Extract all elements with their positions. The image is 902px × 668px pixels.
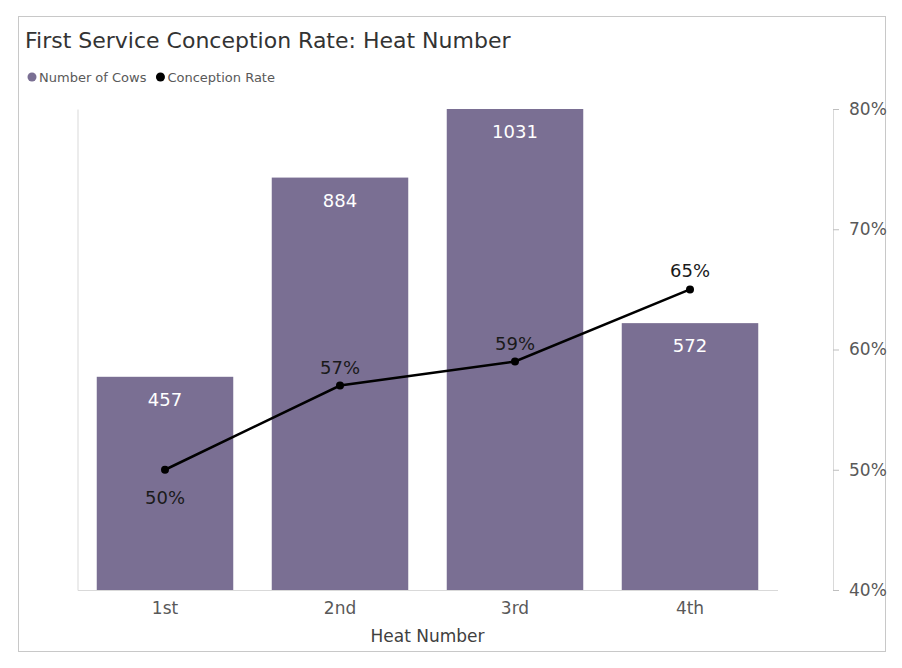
tick: 60%: [833, 339, 887, 359]
tick-label: 1st: [152, 598, 179, 618]
tick-mark: [833, 109, 839, 110]
tick: 4th: [676, 598, 704, 618]
tick: 50%: [833, 460, 887, 480]
tick-mark: [833, 229, 839, 230]
tick-label: 70%: [849, 219, 887, 239]
bar: [622, 323, 759, 590]
data-label: 59%: [495, 333, 535, 354]
tick: 70%: [833, 219, 887, 239]
legend: Number of Cows Conception Rate: [28, 70, 275, 85]
chart-frame: [19, 17, 886, 652]
legend-marker: [28, 73, 37, 82]
bar: [272, 178, 409, 590]
tick-label: 40%: [849, 580, 887, 600]
legend-marker: [156, 73, 165, 82]
tick-label: 80%: [849, 99, 887, 119]
marker: [511, 358, 519, 366]
data-label: 884: [323, 190, 357, 211]
legend-label: Number of Cows: [39, 70, 147, 85]
tick-label: 60%: [849, 339, 887, 359]
bar: [447, 109, 584, 590]
data-label: 57%: [320, 357, 360, 378]
legend-label: Conception Rate: [167, 70, 275, 85]
marker: [161, 466, 169, 474]
axis-line: [78, 590, 778, 591]
x-axis-title: Heat Number: [370, 626, 484, 646]
y2-axis: 40% 50% 60% 70% 80%: [833, 99, 887, 600]
bar: [97, 377, 234, 590]
tick-mark: [833, 470, 839, 471]
tick-mark: [833, 350, 839, 351]
tick-mark: [833, 590, 839, 591]
chart: First Service Conception Rate: Heat Numb…: [0, 0, 902, 668]
x-axis: 1st 2nd 3rd 4th: [78, 591, 778, 619]
title: First Service Conception Rate: Heat Numb…: [25, 28, 511, 53]
marker: [336, 382, 344, 390]
axis-line: [78, 110, 79, 591]
marker: [686, 285, 694, 293]
y-axis: [78, 110, 79, 591]
tick-label: 2nd: [324, 598, 356, 618]
tick: 40%: [833, 580, 887, 600]
data-label: 572: [673, 335, 707, 356]
data-label: 457: [148, 389, 182, 410]
line: [165, 289, 690, 469]
tick: 1st: [152, 598, 179, 618]
tick-label: 4th: [676, 598, 704, 618]
data-label: 50%: [145, 487, 185, 508]
data-label: 65%: [670, 260, 710, 281]
data-labels: 457 884 1031 572 50% 57% 59% 65%: [145, 121, 710, 508]
tick: 80%: [833, 99, 887, 119]
data-label: 1031: [492, 121, 538, 142]
tick-label: 50%: [849, 460, 887, 480]
tick: 2nd: [324, 598, 356, 618]
plot-area: [97, 109, 759, 590]
tick-label: 3rd: [501, 598, 529, 618]
tick: 3rd: [501, 598, 529, 618]
